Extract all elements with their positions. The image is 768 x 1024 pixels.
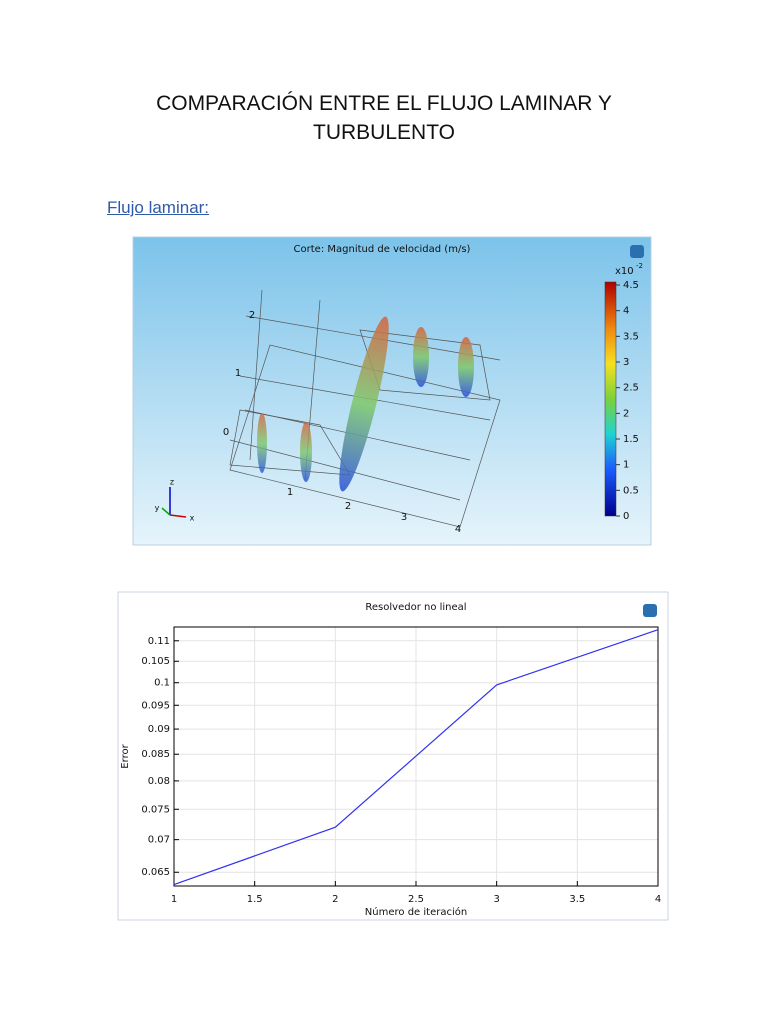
z-tick-label: 0	[223, 427, 229, 438]
x-tick-label: 4	[455, 524, 461, 535]
colorbar-tick-label: 1	[623, 460, 629, 471]
cut-plane	[458, 337, 474, 397]
velocity-figure	[132, 236, 652, 546]
x-tick-label: 3	[493, 894, 499, 905]
y-tick-label: 0.07	[148, 835, 170, 846]
x-axis-label: Número de iteración	[365, 906, 467, 918]
colorbar-tick-label: 0	[623, 511, 629, 522]
error-chart	[117, 591, 669, 921]
colorbar-tick-label: 4	[623, 306, 629, 317]
y-tick-label: 0.08	[148, 776, 170, 787]
colorbar-tick-label: 3.5	[623, 331, 639, 342]
title: TURBULENTO	[313, 121, 455, 144]
section-heading: Flujo laminar:	[107, 198, 210, 217]
axis-triad	[161, 507, 171, 516]
chart-frame	[117, 591, 669, 921]
y-tick-label: 0.065	[141, 867, 170, 878]
cut-plane	[339, 316, 389, 492]
y-tick-label: 0.105	[141, 656, 170, 667]
colorbar-exponent: -2	[636, 262, 643, 270]
x-tick-label: 4	[655, 894, 661, 905]
colorbar-tick-label: 1.5	[623, 434, 639, 445]
axis-name: x	[190, 514, 195, 523]
plot-area	[173, 626, 659, 887]
colorbar-tick-label: 0.5	[623, 485, 639, 496]
z-tick-label: 2	[249, 310, 255, 321]
x-tick-label: 2	[332, 894, 338, 905]
title: COMPARACIÓN ENTRE EL FLUJO LAMINAR Y	[156, 92, 612, 115]
data-line	[173, 629, 659, 886]
colorbar-tick-label: 4.5	[623, 280, 639, 291]
colorbar-unit: x10	[615, 266, 634, 277]
axis-triad	[169, 514, 187, 518]
y-tick-label: 0.11	[148, 636, 170, 647]
colorbar-tick-label: 2.5	[623, 383, 639, 394]
cut-plane	[300, 422, 312, 482]
colorbar-tick-label: 2	[623, 408, 629, 419]
x-tick-label: 3	[401, 512, 407, 523]
axis-name: y	[155, 504, 160, 513]
x-tick-label: 3.5	[569, 894, 585, 905]
icon	[643, 604, 657, 617]
x-tick-label: 2.5	[408, 894, 424, 905]
y-tick-label: 0.095	[141, 700, 170, 711]
figure-title: Corte: Magnitud de velocidad (m/s)	[294, 244, 471, 255]
colorbar-tick-label: 3	[623, 357, 629, 368]
axis-name: z	[170, 478, 174, 487]
icon	[630, 245, 644, 258]
y-tick-label: 0.09	[148, 724, 170, 735]
colorbar	[604, 281, 617, 517]
y-tick-label: 0.085	[141, 749, 170, 760]
z-tick-label: 1	[235, 368, 241, 379]
x-tick-label: 1.5	[247, 894, 263, 905]
cut-plane	[257, 413, 267, 473]
y-tick-label: 0.075	[141, 804, 170, 815]
cut-plane	[413, 327, 429, 387]
x-tick-label: 2	[345, 501, 351, 512]
y-tick-label: 0.1	[154, 678, 170, 689]
x-tick-label: 1	[171, 894, 177, 905]
y-axis-label: Error	[120, 743, 131, 768]
x-tick-label: 1	[287, 487, 293, 498]
chart-title: Resolvedor no lineal	[365, 602, 466, 613]
